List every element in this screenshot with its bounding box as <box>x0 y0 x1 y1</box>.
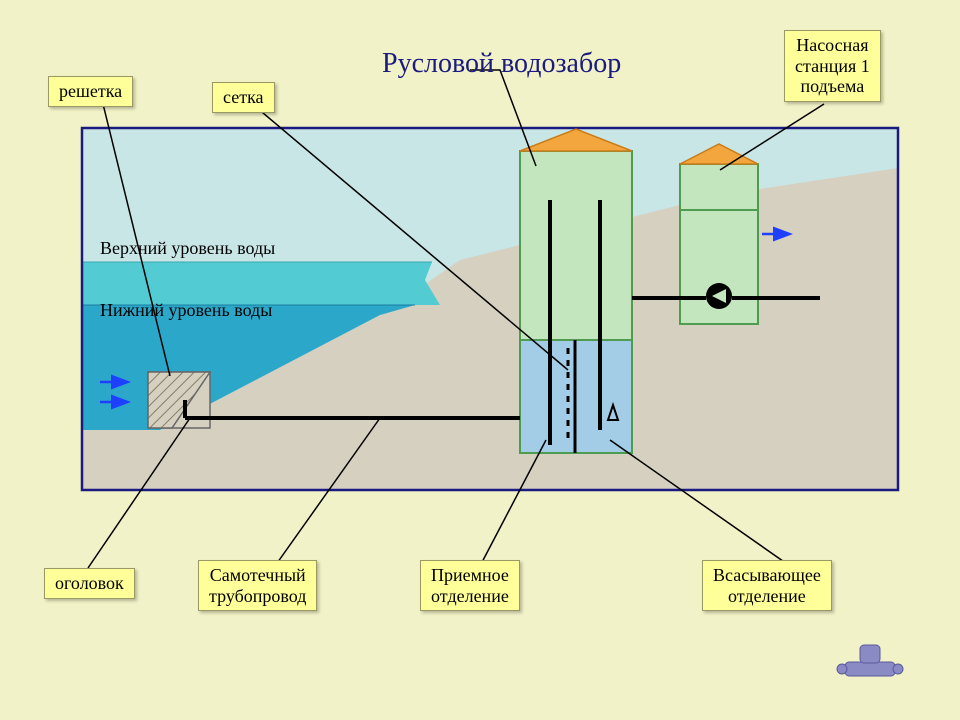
lower-water-level-label: Нижний уровень воды <box>100 300 272 321</box>
label-intake-compartment: Приемноеотделение <box>420 560 520 611</box>
diagram-title: Русловой водозабор <box>382 48 621 80</box>
diagram-svg <box>0 0 960 720</box>
tower-intake <box>520 129 632 453</box>
upper-water-level-label: Верхний уровень воды <box>100 238 275 259</box>
label-head: оголовок <box>44 568 135 599</box>
label-gravity-pipe: Самотечныйтрубопровод <box>198 560 317 611</box>
label-suction-compartment: Всасывающееотделение <box>702 560 832 611</box>
label-mesh: сетка <box>212 82 275 113</box>
water-upper <box>82 262 440 305</box>
label-grid: решетка <box>48 76 133 107</box>
decorative-pipe-icon <box>837 645 903 676</box>
label-pump-station: Насоснаястанция 1подъема <box>784 30 881 102</box>
